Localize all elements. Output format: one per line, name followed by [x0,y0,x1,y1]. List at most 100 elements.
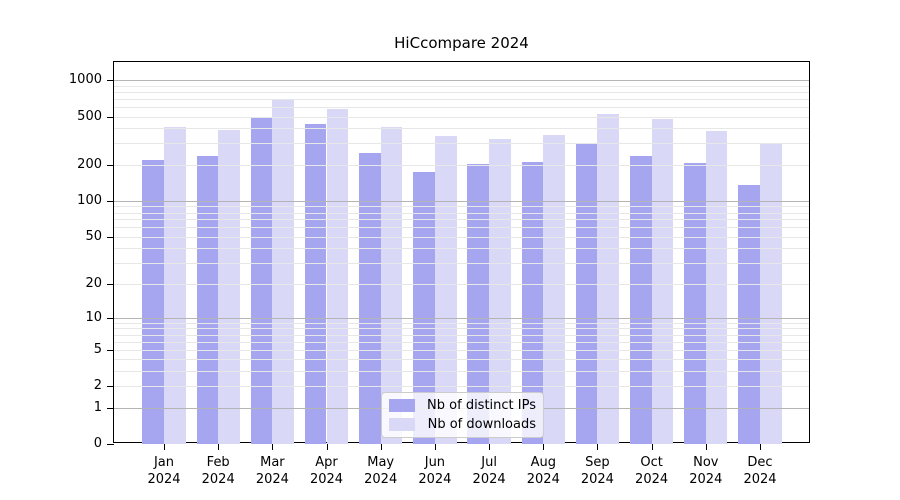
major-gridline [114,80,809,81]
bar-downloads-sep [597,113,620,444]
bar-distinct-ips-jul [467,163,490,444]
bar-downloads-aug [543,134,565,444]
y-tick-label: 100 [77,192,102,208]
x-tick-label: Aug 2024 [526,455,560,487]
minor-gridline [114,219,809,221]
legend-item-distinct-ips: Nb of distinct IPs [389,397,536,414]
bar-downloads-may [380,126,403,444]
bar-downloads-dec [760,143,782,444]
x-tick-label: Nov 2024 [689,455,723,487]
y-tick-label: 1 [93,399,102,415]
bar-downloads-jan [164,126,186,444]
x-tick-label: Jun 2024 [418,455,452,487]
minor-gridline [114,349,809,351]
bar-downloads-apr [326,109,349,444]
legend-item-downloads: Nb of downloads [389,417,536,434]
x-tick-mark [651,444,653,450]
bar-distinct-ips-jan [142,159,164,444]
x-tick-mark [326,444,328,450]
y-tick-mark [107,407,114,409]
minor-gridline [114,212,809,214]
minor-gridline [114,371,809,372]
y-tick-mark [107,80,114,81]
x-tick-mark [543,444,545,450]
minor-gridline [114,263,809,265]
minor-gridline [114,236,809,238]
minor-gridline [114,91,809,93]
bar-distinct-ips-nov [684,162,706,444]
minor-gridline [114,386,809,388]
minor-gridline [114,248,809,250]
bar-distinct-ips-oct [629,155,652,444]
x-tick-label: Apr 2024 [309,455,344,487]
minor-gridline [114,359,809,361]
bar-downloads-nov [705,130,728,444]
x-tick-label: Sep 2024 [580,455,614,487]
x-tick-label: Dec 2024 [743,455,777,487]
bar-distinct-ips-jun [413,172,435,444]
y-tick-mark [107,317,114,319]
x-tick-mark [760,444,761,450]
minor-gridline [114,227,809,229]
minor-gridline [114,98,809,100]
y-tick-mark [107,386,114,388]
x-tick-label: Jul 2024 [472,455,506,487]
minor-gridline [114,116,809,118]
bar-distinct-ips-may [359,152,381,444]
minor-gridline [114,328,809,330]
x-tick-mark [218,444,220,450]
legend-label-downloads: Nb of downloads [427,417,536,433]
x-tick-mark [489,444,491,450]
minor-gridline [114,206,809,208]
legend-swatch-distinct-ips [389,398,415,412]
y-tick-mark [107,349,114,351]
x-tick-mark [705,444,707,450]
x-tick-label: Oct 2024 [635,455,669,487]
x-tick-label: Mar 2024 [255,455,289,487]
minor-gridline [114,128,809,130]
bar-downloads-mar [272,99,295,444]
legend-label-distinct-ips: Nb of distinct IPs [427,397,536,413]
legend: Nb of distinct IPs Nb of downloads [381,392,544,438]
x-tick-mark [164,444,165,450]
minor-gridline [114,164,809,166]
bar-downloads-jul [489,138,511,444]
bar-distinct-ips-sep [575,144,598,444]
x-tick-mark [272,444,274,450]
y-tick-label: 20 [85,275,102,291]
x-tick-mark [597,444,599,450]
y-tick-mark [107,444,114,445]
x-tick-mark [380,444,382,450]
legend-swatch-downloads [389,418,415,432]
x-tick-label: Feb 2024 [201,455,235,487]
major-gridline [114,200,809,202]
y-tick-mark [107,283,114,285]
minor-gridline [114,283,809,285]
minor-gridline [114,85,809,87]
x-tick-label: Jan 2024 [147,455,181,487]
y-tick-mark [107,116,114,118]
y-tick-mark [107,200,114,202]
bar-distinct-ips-aug [521,161,544,444]
y-tick-label: 0 [93,436,102,451]
bar-downloads-feb [218,129,240,444]
bar-distinct-ips-feb [196,155,219,444]
chart-title: HiCcompare 2024 [394,34,529,52]
y-tick-label: 200 [77,156,102,172]
y-tick-label: 2 [93,378,102,394]
x-tick-label: May 2024 [364,455,398,487]
bar-downloads-oct [651,118,674,444]
major-gridline [114,317,809,319]
minor-gridline [114,143,809,145]
plot-area: 0 1 2 5 10 20 50 100 200 500 1000 Jan 2024 Feb 2024… [69,61,810,487]
minor-gridline [114,106,809,108]
y-tick-mark [107,164,114,166]
y-tick-label: 50 [85,228,102,244]
y-tick-label: 1000 [68,72,102,87]
minor-gridline [114,322,809,324]
minor-gridline [114,334,809,336]
x-tick-mark [434,444,436,450]
y-tick-label: 5 [93,341,102,357]
bar-distinct-ips-dec [738,185,760,444]
